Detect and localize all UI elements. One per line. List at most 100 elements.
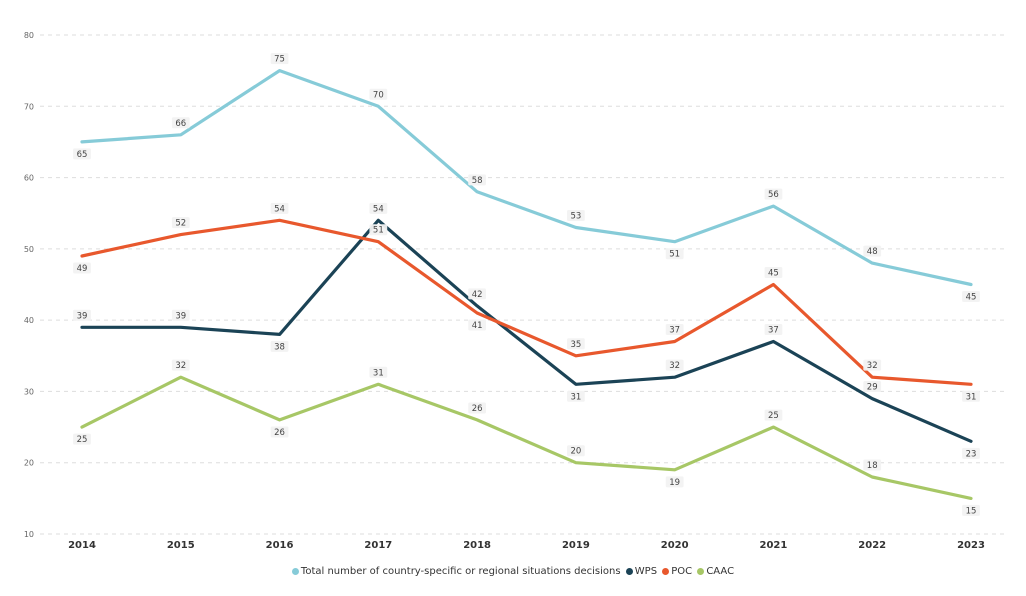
data-label-total-2015: 66 bbox=[175, 119, 186, 129]
data-label-bg-total-2022 bbox=[863, 245, 882, 257]
data-label-caac-2015: 32 bbox=[175, 361, 186, 371]
data-label-bg-total-2019 bbox=[566, 209, 585, 221]
data-label-caac-2022: 18 bbox=[867, 461, 878, 471]
legend-item-total[interactable]: Total number of country-specific or regi… bbox=[291, 566, 621, 577]
series-line-wps bbox=[80, 218, 973, 443]
data-label-poc-2020: 37 bbox=[669, 326, 680, 336]
data-label-bg-wps-2018 bbox=[468, 288, 487, 300]
data-label-bg-caac-2018 bbox=[468, 402, 487, 414]
data-label-wps-2014: 39 bbox=[77, 311, 88, 321]
x-tick-label-2020: 2020 bbox=[661, 540, 689, 551]
legend-item-wps[interactable]: WPS bbox=[625, 566, 658, 577]
data-label-total-2021: 56 bbox=[768, 190, 779, 200]
series-line-total bbox=[80, 68, 973, 287]
legend-item-caac[interactable]: CAAC bbox=[697, 566, 734, 577]
data-label-bg-wps-2020 bbox=[665, 359, 684, 371]
data-label-bg-poc-2023 bbox=[962, 390, 980, 402]
legend-item-poc[interactable]: POC bbox=[662, 566, 692, 577]
data-label-poc-2014: 49 bbox=[77, 264, 88, 274]
x-tick-label-2016: 2016 bbox=[266, 540, 294, 551]
y-tick-label-60: 60 bbox=[24, 174, 34, 183]
x-tick-label-2014: 2014 bbox=[68, 540, 96, 551]
legend-label-wps: WPS bbox=[634, 566, 658, 577]
data-label-bg-caac-2023 bbox=[962, 504, 980, 516]
data-label-bg-wps-2022 bbox=[863, 381, 882, 393]
x-tick-label-2021: 2021 bbox=[760, 540, 788, 551]
data-label-bg-wps-2017 bbox=[369, 202, 388, 214]
data-label-caac-2021: 25 bbox=[768, 411, 779, 421]
data-label-bg-wps-2023 bbox=[962, 447, 980, 459]
legend-marker-poc bbox=[662, 568, 670, 575]
data-label-total-2016: 75 bbox=[274, 55, 285, 65]
data-label-total-2022: 48 bbox=[867, 247, 878, 257]
data-label-bg-wps-2019 bbox=[566, 390, 585, 402]
data-label-wps-2022: 29 bbox=[867, 383, 878, 393]
data-label-bg-total-2016 bbox=[270, 53, 289, 65]
data-label-wps-2019: 31 bbox=[570, 392, 581, 402]
data-label-bg-caac-2021 bbox=[764, 409, 783, 421]
data-label-caac-2018: 26 bbox=[472, 404, 483, 414]
data-label-bg-total-2017 bbox=[369, 88, 388, 100]
data-label-bg-total-2023 bbox=[962, 291, 980, 302]
data-label-bg-caac-2015 bbox=[171, 359, 190, 371]
data-label-bg-poc-2020 bbox=[665, 324, 684, 336]
x-tick-label-2018: 2018 bbox=[463, 540, 491, 551]
data-label-poc-2017: 51 bbox=[373, 226, 384, 236]
data-label-bg-poc-2019 bbox=[566, 338, 585, 350]
data-label-bg-wps-2021 bbox=[764, 324, 783, 336]
data-label-poc-2021: 45 bbox=[768, 269, 779, 279]
data-label-bg-total-2020 bbox=[665, 248, 684, 260]
data-label-caac-2017: 31 bbox=[373, 368, 384, 378]
data-label-poc-2015: 52 bbox=[175, 219, 186, 229]
series-line-poc bbox=[80, 218, 973, 386]
x-tick-label-2022: 2022 bbox=[858, 540, 886, 551]
data-label-total-2014: 65 bbox=[77, 150, 88, 160]
y-tick-label-40: 40 bbox=[24, 316, 34, 325]
data-label-bg-poc-2021 bbox=[764, 267, 783, 278]
data-label-bg-caac-2019 bbox=[566, 445, 585, 457]
data-label-bg-caac-2017 bbox=[369, 366, 388, 378]
legend-label-caac: CAAC bbox=[706, 566, 735, 577]
data-label-bg-poc-2022 bbox=[863, 359, 882, 371]
data-label-bg-wps-2014 bbox=[73, 309, 91, 321]
y-tick-label-30: 30 bbox=[24, 387, 34, 396]
data-label-bg-total-2018 bbox=[468, 174, 487, 186]
chart-legend: Total number of country-specific or regi… bbox=[0, 566, 1026, 578]
data-label-wps-2017: 54 bbox=[373, 204, 384, 214]
data-label-total-2023: 45 bbox=[966, 293, 977, 303]
data-label-bg-poc-2015 bbox=[171, 217, 190, 229]
data-label-caac-2019: 20 bbox=[570, 447, 581, 457]
y-tick-label-70: 70 bbox=[24, 102, 34, 111]
data-label-bg-total-2015 bbox=[171, 117, 190, 129]
data-label-bg-wps-2016 bbox=[270, 340, 289, 352]
data-label-bg-poc-2017 bbox=[369, 224, 388, 236]
data-label-caac-2016: 26 bbox=[274, 428, 285, 438]
y-tick-label-20: 20 bbox=[24, 459, 34, 468]
data-label-total-2020: 51 bbox=[669, 250, 680, 260]
data-label-wps-2018: 42 bbox=[472, 290, 483, 300]
y-tick-label-10: 10 bbox=[24, 530, 34, 539]
data-label-bg-poc-2016 bbox=[270, 202, 289, 214]
data-label-bg-wps-2015 bbox=[171, 309, 190, 321]
data-label-bg-caac-2014 bbox=[73, 433, 91, 445]
data-label-wps-2020: 32 bbox=[669, 361, 680, 371]
data-label-poc-2019: 35 bbox=[570, 340, 581, 350]
data-label-total-2017: 70 bbox=[373, 90, 384, 100]
legend-label-total: Total number of country-specific or regi… bbox=[300, 566, 621, 577]
data-label-bg-total-2014 bbox=[73, 148, 91, 160]
legend-marker-caac bbox=[697, 568, 705, 575]
legend-marker-total bbox=[291, 568, 299, 575]
data-label-bg-caac-2020 bbox=[665, 476, 684, 488]
data-label-caac-2023: 15 bbox=[966, 506, 977, 516]
data-label-bg-caac-2016 bbox=[270, 426, 289, 438]
data-label-poc-2016: 54 bbox=[274, 204, 285, 214]
x-tick-label-2015: 2015 bbox=[167, 540, 195, 551]
y-tick-label-80: 80 bbox=[24, 31, 34, 40]
legend-marker-wps bbox=[625, 568, 633, 575]
data-label-bg-poc-2014 bbox=[73, 262, 91, 274]
data-label-caac-2014: 25 bbox=[77, 435, 88, 445]
data-label-wps-2015: 39 bbox=[175, 311, 186, 321]
series-line-caac bbox=[80, 375, 973, 500]
